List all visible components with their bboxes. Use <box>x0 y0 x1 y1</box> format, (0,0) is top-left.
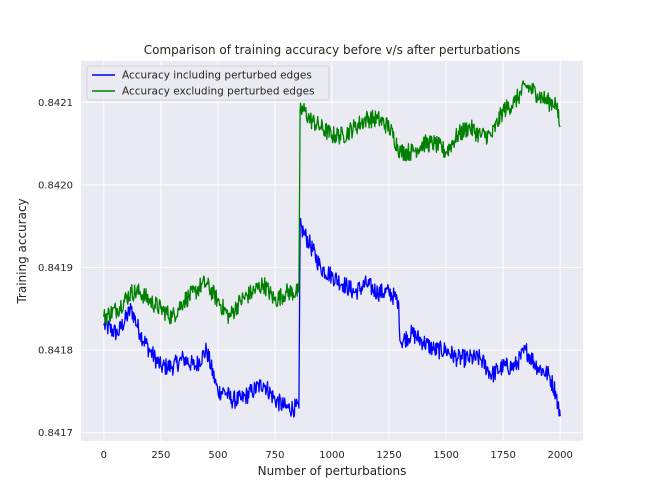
grid <box>81 61 583 441</box>
y-tick-label: 0.8418 <box>38 346 73 357</box>
x-tick-label: 2000 <box>547 450 572 461</box>
x-tick-label: 500 <box>208 450 227 461</box>
x-tick-label: 1000 <box>319 450 344 461</box>
x-tick-label: 1750 <box>490 450 515 461</box>
x-tick-label: 1500 <box>433 450 458 461</box>
series-layer <box>103 80 561 418</box>
legend-label-excluding: Accuracy excluding perturbed edges <box>122 86 315 98</box>
x-tick-label: 1250 <box>376 450 401 461</box>
legend: Accuracy including perturbed edges Accur… <box>86 65 330 101</box>
x-tick-label: 750 <box>265 450 284 461</box>
y-tick-label: 0.8421 <box>38 98 73 109</box>
y-axis-label: Training accuracy <box>15 198 29 304</box>
series-line-0 <box>103 217 561 418</box>
y-tick-label: 0.8417 <box>38 428 73 439</box>
x-tick-label: 0 <box>101 450 107 461</box>
series-line-1 <box>103 80 561 325</box>
chart-title: Comparison of training accuracy before v… <box>144 43 521 57</box>
y-tick-label: 0.8420 <box>38 180 73 191</box>
legend-label-including: Accuracy including perturbed edges <box>122 70 312 82</box>
y-tick-label: 0.8419 <box>38 263 73 274</box>
x-axis-label: Number of perturbations <box>258 464 407 478</box>
legend-box <box>86 65 330 101</box>
x-tick-label: 250 <box>151 450 170 461</box>
tick-labels: 0 250 500 750 1000 1250 1500 1750 2000 0.8417 0.84… <box>38 98 573 461</box>
